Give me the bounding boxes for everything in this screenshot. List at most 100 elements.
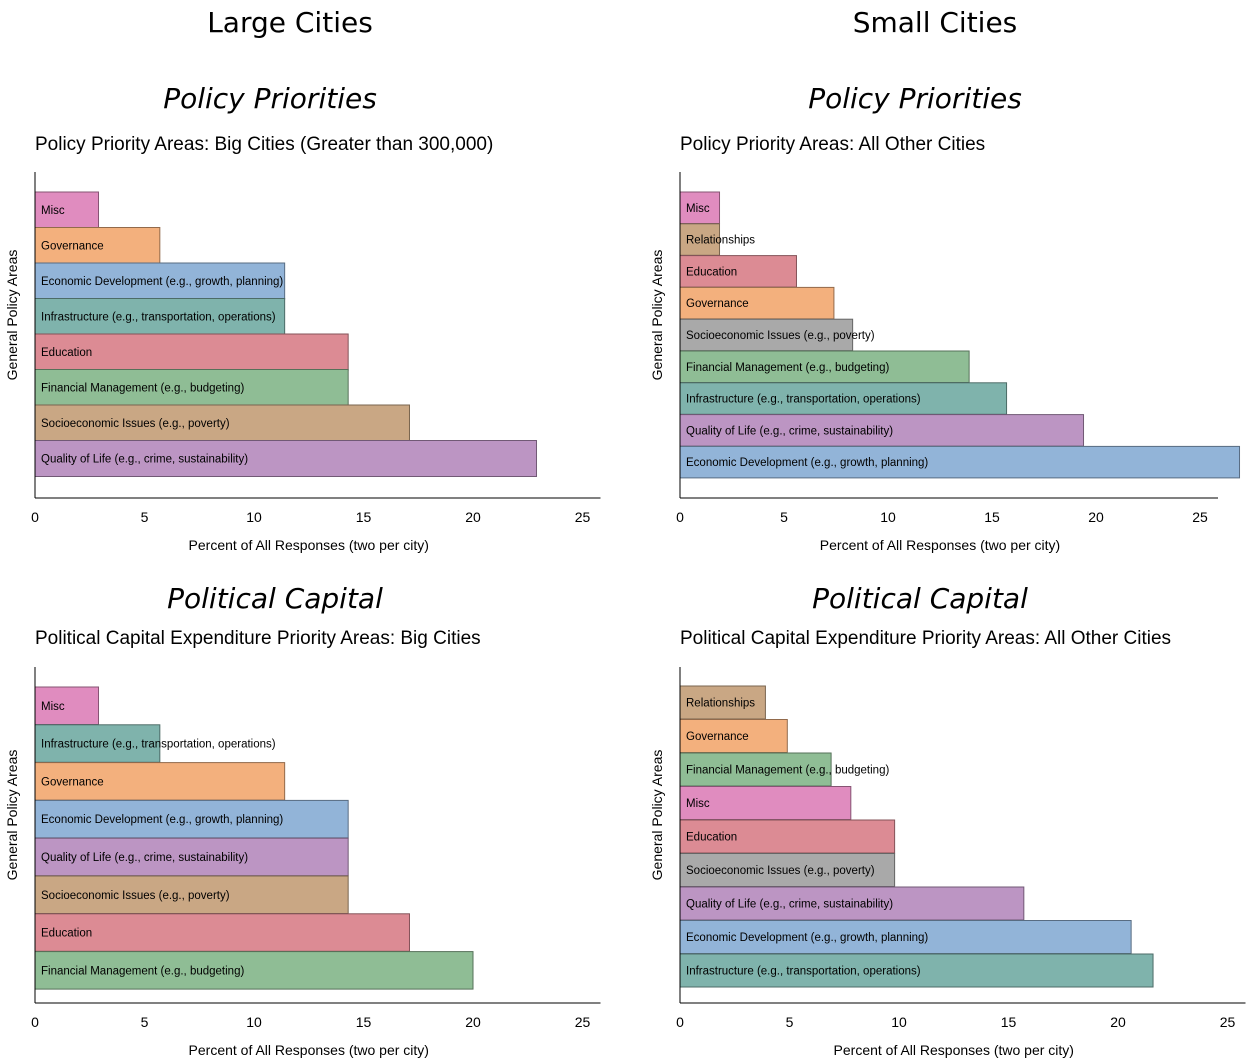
x-tick-label: 0 xyxy=(31,1014,39,1030)
x-tick-label: 5 xyxy=(780,509,788,525)
y-axis-label: General Policy Areas xyxy=(4,750,20,881)
x-tick-label: 5 xyxy=(786,1014,794,1030)
x-tick-label: 20 xyxy=(1088,509,1104,525)
bar-label-governance: Governance xyxy=(41,776,104,788)
bar-infrastructure xyxy=(34,298,286,335)
bar-chart-capital-other-cities: Relationships Governance Financial Managem… xyxy=(649,667,1246,1058)
plot-area: Misc Infrastructure (e.g., transportation… xyxy=(4,667,601,1058)
section-title-policy-priorities-small: Policy Priorities xyxy=(808,82,1022,115)
plot-area: Relationships Governance Financial Managem… xyxy=(649,667,1246,1058)
bar-label-education: Education xyxy=(686,266,737,278)
bar-label-socioeconomic-issues: Socioeconomic Issues (e.g., poverty) xyxy=(686,865,875,877)
y-axis-label: General Policy Areas xyxy=(4,250,20,381)
bar-label-financial-management: Financial Management (e.g., budgeting) xyxy=(41,383,244,395)
bar-label-economic-development: Economic Development (e.g., growth, plan… xyxy=(686,457,928,469)
bar-label-socioeconomic-issues: Socioeconomic Issues (e.g., poverty) xyxy=(41,890,230,902)
bar-financial-management xyxy=(679,350,970,383)
x-axis-label: Percent of All Responses (two per city) xyxy=(820,537,1060,553)
bar-socioeconomic-issues xyxy=(34,875,349,914)
chart-title-policy-other-cities: Policy Priority Areas: All Other Cities xyxy=(680,134,986,155)
bar-governance xyxy=(34,762,286,801)
x-tick-label: 15 xyxy=(984,509,1000,525)
bar-label-financial-management: Financial Management (e.g., budgeting) xyxy=(686,765,889,777)
x-tick-label: 10 xyxy=(246,509,262,525)
chart-title-policy-big-cities: Policy Priority Areas: Big Cities (Great… xyxy=(35,134,494,155)
bar-label-infrastructure: Infrastructure (e.g., transportation, op… xyxy=(686,394,921,406)
x-tick-label: 0 xyxy=(676,509,684,525)
x-tick-label: 25 xyxy=(1192,509,1208,525)
bar-label-education: Education xyxy=(686,832,737,844)
x-axis-label: Percent of All Responses (two per city) xyxy=(189,537,429,553)
bar-label-economic-development: Economic Development (e.g., growth, plan… xyxy=(41,276,283,288)
x-tick-label: 5 xyxy=(141,509,149,525)
bar-chart-capital-big-cities: Misc Infrastructure (e.g., transportation… xyxy=(4,667,601,1058)
bar-label-socioeconomic-issues: Socioeconomic Issues (e.g., poverty) xyxy=(686,330,875,342)
x-tick-label: 25 xyxy=(575,1014,591,1030)
bar-label-infrastructure: Infrastructure (e.g., transportation, op… xyxy=(41,739,276,751)
bar-label-infrastructure: Infrastructure (e.g., transportation, op… xyxy=(41,312,276,324)
bar-label-financial-management: Financial Management (e.g., budgeting) xyxy=(686,362,889,374)
x-tick-label: 25 xyxy=(575,509,591,525)
bar-label-misc: Misc xyxy=(686,798,710,810)
x-tick-label: 0 xyxy=(676,1014,684,1030)
chart-title-capital-big-cities: Political Capital Expenditure Priority A… xyxy=(35,628,481,649)
bar-label-quality-of-life: Quality of Life (e.g., crime, sustainabi… xyxy=(686,899,893,911)
section-title-political-capital-small: Political Capital xyxy=(812,582,1028,615)
bar-label-quality-of-life: Quality of Life (e.g., crime, sustainabi… xyxy=(41,852,248,864)
section-title-policy-priorities-large: Policy Priorities xyxy=(163,82,377,115)
bar-label-misc: Misc xyxy=(41,205,65,217)
bar-label-quality-of-life: Quality of Life (e.g., crime, sustainabi… xyxy=(41,454,248,466)
bar-governance xyxy=(679,286,835,320)
bar-label-economic-development: Economic Development (e.g., growth, plan… xyxy=(686,932,928,944)
bar-label-misc: Misc xyxy=(686,203,710,215)
bar-education xyxy=(679,819,896,854)
bar-label-relationships: Relationships xyxy=(686,235,755,247)
bar-relationships xyxy=(679,685,766,720)
x-tick-label: 20 xyxy=(465,1014,481,1030)
bar-chart-policy-other-cities: Misc Relationships Education Governance Soci… xyxy=(649,172,1241,553)
bar-quality-of-life xyxy=(34,837,349,877)
bar-label-infrastructure: Infrastructure (e.g., transportation, op… xyxy=(686,966,921,978)
column-title-small-cities: Small Cities xyxy=(852,6,1018,39)
bar-socioeconomic-issues xyxy=(679,318,854,352)
bar-label-misc: Misc xyxy=(41,701,65,713)
y-axis-label: General Policy Areas xyxy=(649,750,665,881)
x-axis-label: Percent of All Responses (two per city) xyxy=(189,1042,429,1058)
bar-label-economic-development: Economic Development (e.g., growth, plan… xyxy=(41,814,283,826)
x-tick-label: 0 xyxy=(31,509,39,525)
bar-label-governance: Governance xyxy=(686,298,749,310)
x-tick-label: 10 xyxy=(891,1014,907,1030)
bar-infrastructure xyxy=(679,382,1008,415)
section-title-political-capital-large: Political Capital xyxy=(167,582,383,615)
bar-label-financial-management: Financial Management (e.g., budgeting) xyxy=(41,965,244,977)
x-axis-label: Percent of All Responses (two per city) xyxy=(834,1042,1074,1058)
x-tick-label: 15 xyxy=(1001,1014,1017,1030)
bar-financial-management xyxy=(34,951,474,990)
y-axis-label: General Policy Areas xyxy=(649,250,665,381)
x-tick-label: 15 xyxy=(356,509,372,525)
x-tick-label: 20 xyxy=(1110,1014,1126,1030)
bar-label-quality-of-life: Quality of Life (e.g., crime, sustainabi… xyxy=(686,425,893,437)
plot-area: Misc Relationships Education Governance Soci… xyxy=(649,172,1241,553)
x-tick-label: 10 xyxy=(880,509,896,525)
bar-financial-management xyxy=(679,752,832,787)
bar-infrastructure xyxy=(34,724,161,763)
bar-label-socioeconomic-issues: Socioeconomic Issues (e.g., poverty) xyxy=(41,418,230,430)
bar-chart-policy-big-cities: Misc Governance Economic Development (e.g.… xyxy=(4,172,601,553)
bar-misc xyxy=(34,191,100,229)
bar-infrastructure xyxy=(679,953,1154,988)
x-tick-label: 20 xyxy=(465,509,481,525)
bar-label-governance: Governance xyxy=(41,241,104,253)
bar-socioeconomic-issues xyxy=(679,853,896,887)
bar-label-governance: Governance xyxy=(686,731,749,743)
bar-label-education: Education xyxy=(41,928,92,940)
bar-education xyxy=(679,255,797,288)
bar-label-relationships: Relationships xyxy=(686,698,755,710)
bar-misc xyxy=(34,686,100,725)
x-tick-label: 5 xyxy=(141,1014,149,1030)
chart-title-capital-other-cities: Political Capital Expenditure Priority A… xyxy=(680,628,1172,649)
x-tick-label: 25 xyxy=(1220,1014,1236,1030)
bar-education xyxy=(34,913,410,952)
bar-governance xyxy=(679,719,788,753)
bar-economic-development xyxy=(34,262,286,300)
